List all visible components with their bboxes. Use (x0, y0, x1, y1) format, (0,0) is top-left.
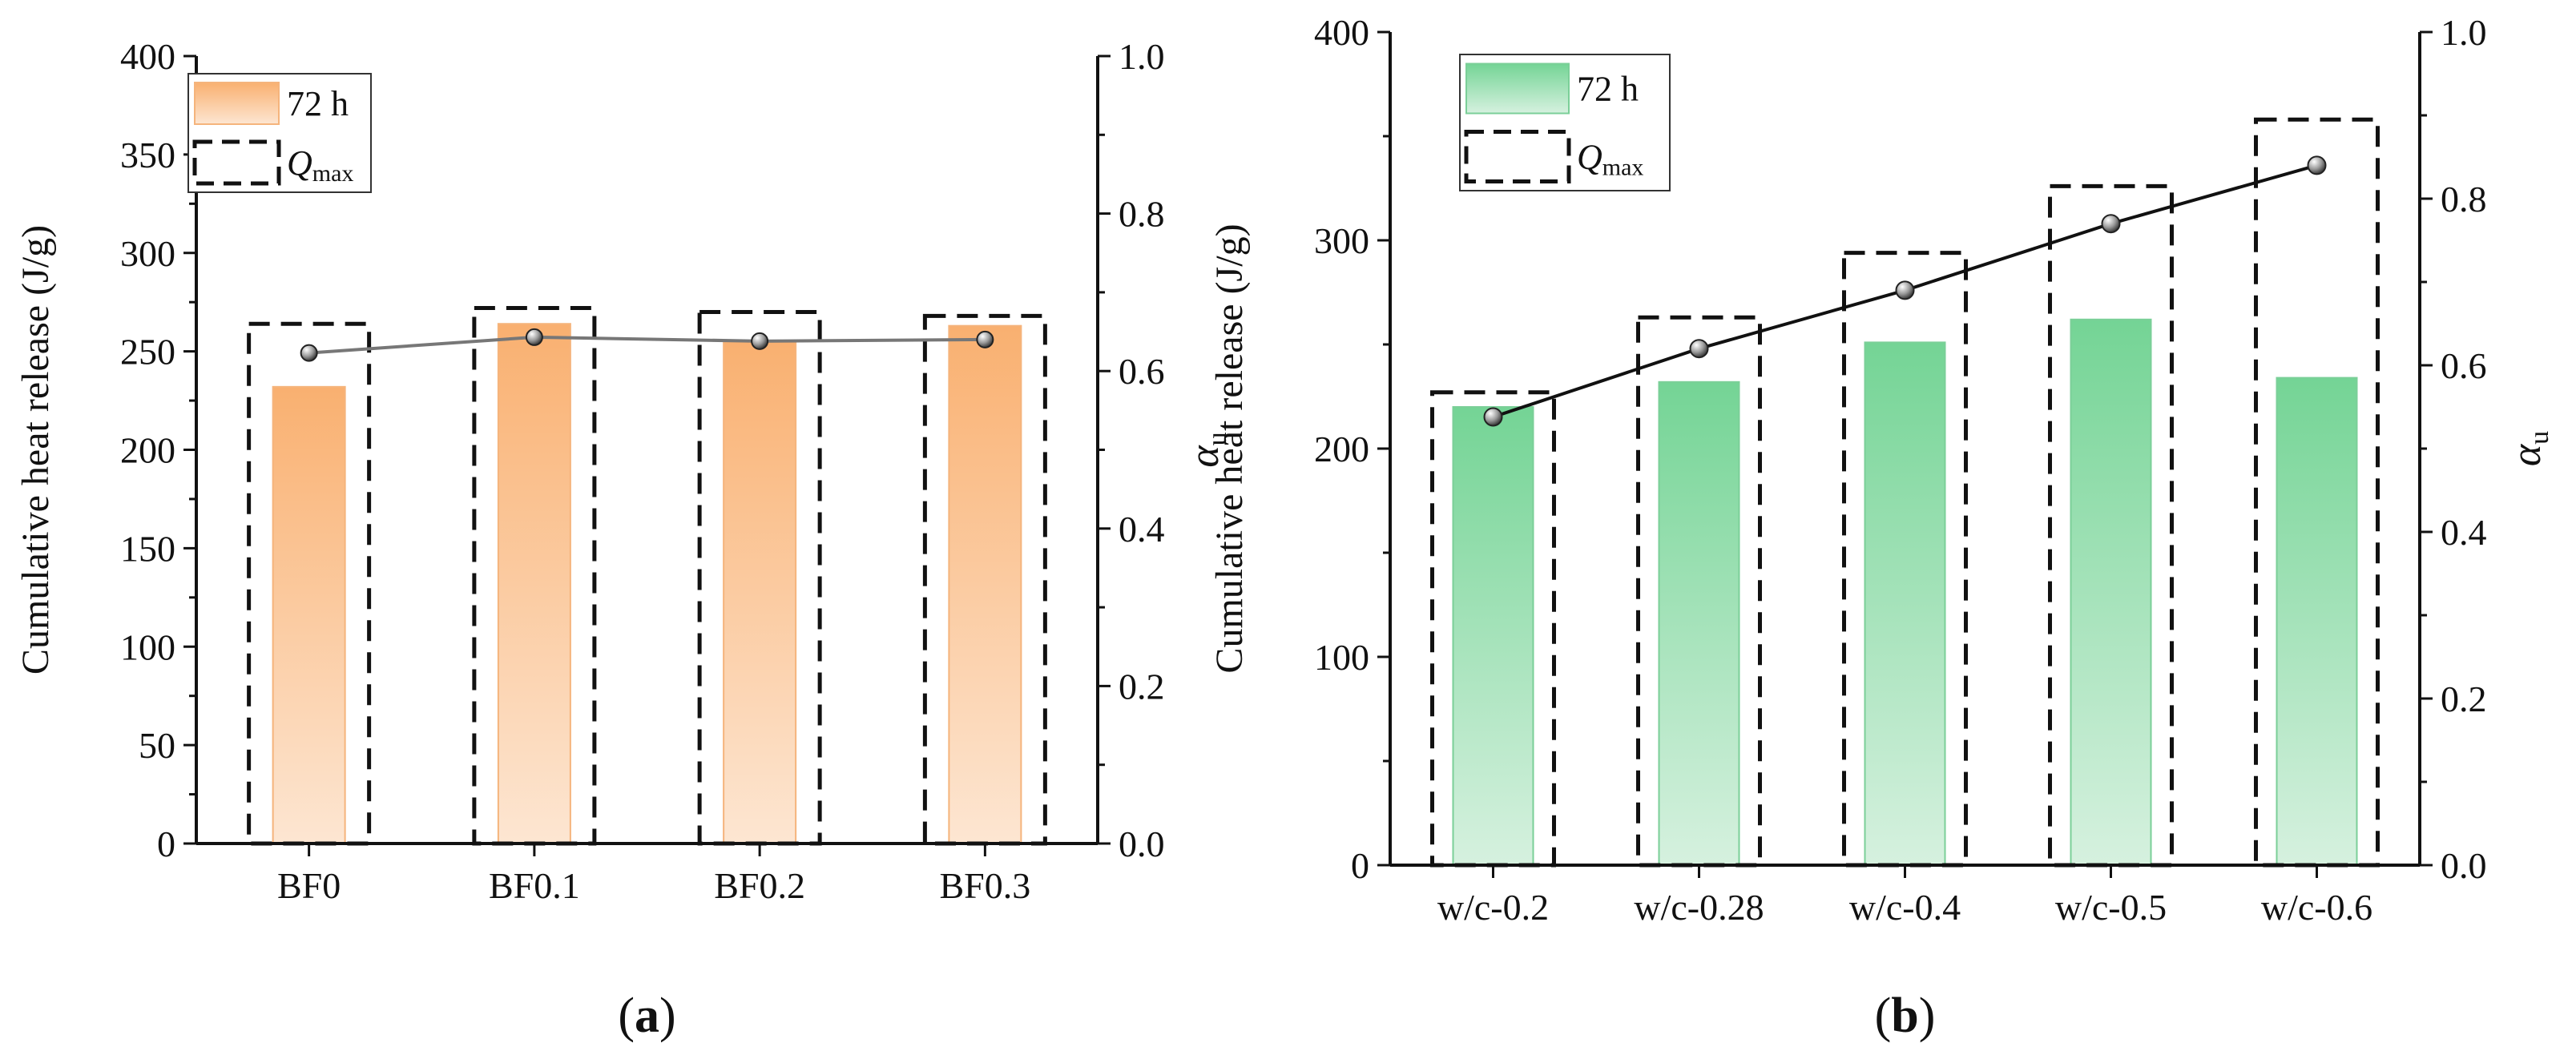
y2-tick-label: 0.2 (1119, 666, 1165, 707)
x-tick-label: BF0.1 (489, 865, 580, 906)
panel-label: (b) (1875, 989, 1936, 1043)
legend-swatch-72h (1465, 62, 1570, 115)
x-tick-label: w/c-0.28 (1634, 887, 1764, 928)
y-tick-label: 0 (1351, 845, 1369, 886)
alpha-u-marker (1483, 407, 1503, 427)
y2-axis-title: αu (1182, 432, 1232, 467)
alpha-u-marker (525, 328, 543, 346)
y2-tick-label: 0.4 (2441, 512, 2487, 553)
legend-label-72h: 72 h (287, 84, 349, 123)
y-tick-label: 50 (139, 725, 175, 766)
y-tick-label: 0 (157, 823, 175, 864)
legend: 72 h Qmax (1459, 54, 1671, 191)
qmax-box (1636, 315, 1762, 868)
panel-label-letter: a (635, 989, 659, 1043)
x-tick-label: w/c-0.6 (2261, 887, 2372, 928)
y2-axis-symbol: α (1182, 445, 1228, 468)
y-axis-title: Cumulative heat release (J/g) (1208, 223, 1251, 673)
panel-label-open: ( (618, 989, 635, 1043)
legend-label-qmax: Qmax (1577, 138, 1643, 181)
bar-72h (723, 340, 797, 844)
chart-panel-a: 0 50 100 150 200 250 300 350 400 0.0 0.2 0.4 0.6 0.8 1… (14, 36, 1232, 1043)
y-tick-label: 200 (120, 430, 175, 471)
y2-axis-subscript: u (2525, 431, 2554, 445)
x-tick-label: BF0 (277, 865, 341, 906)
x-tick-label: BF0.3 (939, 865, 1030, 906)
y-tick-label: 200 (1314, 429, 1369, 469)
qmax-box (2048, 183, 2174, 868)
legend-qmax-subscript: max (312, 160, 354, 187)
y-tick-label: 400 (120, 36, 175, 77)
y-tick-label: 400 (1314, 12, 1369, 53)
y-tick-label: 300 (1314, 220, 1369, 261)
alpha-u-marker (2101, 214, 2121, 234)
y-tick-label: 150 (120, 528, 175, 569)
y-tick-label: 250 (120, 332, 175, 372)
y-tick-label: 100 (120, 626, 175, 667)
legend-label-72h: 72 h (1577, 70, 1639, 109)
alpha-u-marker (976, 330, 994, 348)
x-tick-label: w/c-0.2 (1437, 887, 1549, 928)
y2-tick-label: 1.0 (1119, 36, 1165, 77)
alpha-u-marker (751, 332, 769, 350)
bar-72h (1658, 381, 1740, 866)
legend-swatch-72h (194, 82, 280, 125)
bar-72h (2276, 376, 2358, 867)
alpha-u-marker (300, 344, 318, 362)
y2-tick-label: 0.8 (2441, 179, 2487, 219)
y-axis-title: Cumulative heat release (J/g) (14, 225, 57, 674)
y2-axis-symbol: α (2504, 443, 2550, 466)
panel-label-close: ) (659, 989, 676, 1043)
y2-tick-label: 0.0 (2441, 845, 2487, 886)
y2-tick-label: 1.0 (2441, 12, 2487, 53)
bar-72h (2070, 318, 2152, 866)
bar-72h (497, 323, 571, 845)
y2-tick-label: 0.8 (1119, 194, 1165, 235)
bar-72h (1452, 406, 1534, 866)
alpha-u-line (308, 335, 986, 355)
y-tick-label: 100 (1314, 637, 1369, 678)
legend-qmax-symbol: Q (1577, 138, 1602, 177)
x-tick-label: w/c-0.5 (2055, 887, 2167, 928)
panel-label-open: ( (1875, 989, 1892, 1043)
panel-label-letter: b (1891, 989, 1918, 1043)
y-tick-label: 300 (120, 233, 175, 274)
x-tick-label: w/c-0.4 (1849, 887, 1961, 928)
x-tick-label: BF0.2 (714, 865, 805, 906)
legend-label-qmax: Qmax (287, 143, 353, 187)
y2-tick-label: 0.2 (2441, 679, 2487, 719)
alpha-u-marker (1895, 280, 1915, 300)
legend: 72 h Qmax (187, 73, 372, 193)
y2-axis-subscript: u (1203, 432, 1232, 445)
legend-qmax-symbol: Q (287, 143, 312, 183)
bar-72h (1864, 341, 1946, 866)
y2-tick-label: 0.4 (1119, 509, 1165, 550)
y2-tick-label: 0.6 (2441, 345, 2487, 386)
y2-axis-title: αu (2504, 431, 2554, 466)
y2-tick-label: 0.0 (1119, 823, 1165, 864)
qmax-box (1842, 251, 1968, 868)
y2-tick-label: 0.6 (1119, 351, 1165, 392)
y-tick-label: 350 (120, 135, 175, 175)
legend-swatch-qmax (192, 139, 281, 186)
alpha-u-marker (2307, 155, 2327, 175)
legend-swatch-qmax (1464, 130, 1571, 183)
panel-label: (a) (618, 989, 675, 1043)
qmax-box (2254, 117, 2380, 868)
chart-panel-b: 0 100 200 300 400 0.0 0.2 0.4 0.6 0.8 1.0 w/c-0.2 w/… (1208, 12, 2554, 1043)
bar-72h (272, 385, 346, 844)
bar-72h (948, 324, 1022, 844)
panel-label-close: ) (1919, 989, 1936, 1043)
legend-qmax-subscript: max (1602, 155, 1644, 181)
alpha-u-marker (1689, 339, 1709, 359)
